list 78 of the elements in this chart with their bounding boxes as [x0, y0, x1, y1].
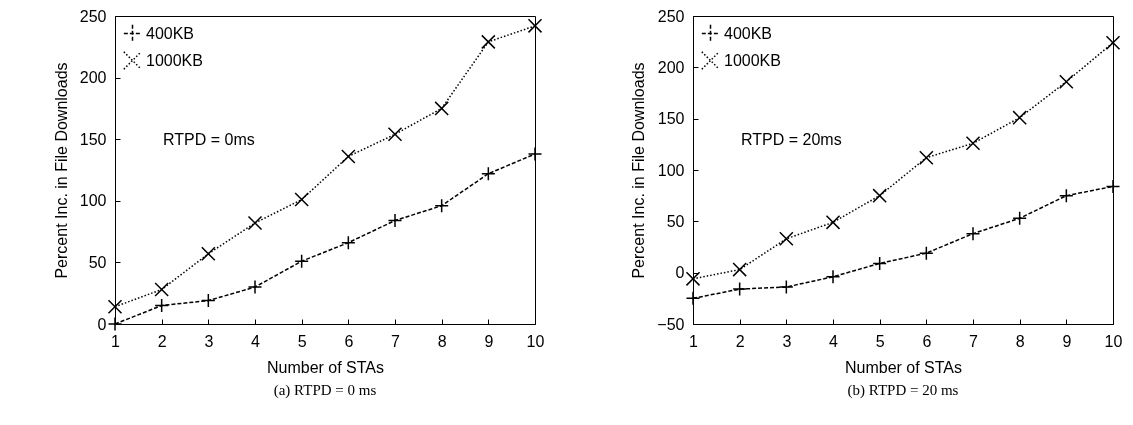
- point: [107, 299, 123, 315]
- x-tick-label: 3: [204, 332, 214, 350]
- annotation: RTPD = 20ms: [741, 131, 842, 148]
- x-tick-label: 7: [391, 332, 401, 350]
- x-tick-label: 9: [484, 332, 494, 350]
- point: [154, 298, 169, 313]
- y-tick-label: 100: [657, 161, 685, 179]
- point: [154, 282, 169, 297]
- y-tick-label: 200: [657, 58, 685, 76]
- legend-label: 400KB: [724, 24, 773, 42]
- point: [527, 18, 543, 34]
- point: [294, 253, 309, 269]
- x-tick-label: 4: [829, 332, 839, 350]
- x-tick-label: 10: [1104, 332, 1123, 350]
- point: [965, 136, 981, 151]
- point: [481, 166, 496, 181]
- x-tick-label: 4: [251, 332, 261, 350]
- x-tick-label: 6: [344, 332, 354, 350]
- point: [779, 231, 794, 247]
- x-axis-title: Number of STAs: [844, 358, 963, 376]
- point: [201, 246, 216, 262]
- point: [247, 215, 263, 231]
- point: [1105, 35, 1121, 50]
- point: [779, 279, 794, 295]
- x-tick-label: 10: [526, 332, 545, 350]
- y-tick-label: 0: [97, 315, 107, 333]
- text: (b) RTPD = 20 ms: [847, 382, 959, 399]
- point: [387, 127, 403, 142]
- point: [1012, 110, 1027, 125]
- x-tick-label: 7: [969, 332, 979, 350]
- point: [434, 101, 449, 116]
- y-tick-label: 150: [657, 110, 685, 128]
- x-tick-label: 8: [1015, 332, 1025, 350]
- x-tick-label: 9: [1062, 332, 1072, 350]
- legend-label: 400KB: [146, 24, 195, 42]
- point: [341, 149, 356, 164]
- point: [434, 198, 449, 213]
- y-tick-label: 250: [657, 7, 685, 25]
- point: [825, 215, 841, 230]
- text: (a) RTPD = 0 ms: [273, 382, 377, 399]
- x-tick-label: 2: [735, 332, 745, 350]
- point: [387, 213, 403, 228]
- point: [294, 192, 309, 207]
- y-tick-label: 250: [79, 7, 107, 25]
- y-tick-label: 150: [79, 130, 107, 148]
- point: [1059, 74, 1074, 89]
- y-tick-label: 100: [79, 192, 107, 210]
- x-tick-label: 1: [689, 332, 699, 350]
- point: [872, 188, 887, 203]
- x-tick-label: 6: [922, 332, 932, 350]
- legend-label: 1000KB: [146, 51, 203, 69]
- y-tick-label: 50: [666, 212, 685, 230]
- y-tick-label: 50: [88, 253, 107, 271]
- point: [201, 293, 216, 308]
- y-axis-title: Percent Inc. in File Downloads: [630, 62, 648, 279]
- y-tick-label: 200: [79, 69, 107, 87]
- point: [685, 271, 701, 287]
- point: [732, 262, 747, 277]
- x-tick-label: 8: [437, 332, 447, 350]
- point: [919, 245, 934, 261]
- x-tick-label: 5: [875, 332, 885, 350]
- point: [481, 34, 496, 50]
- legend-label: 1000KB: [724, 51, 781, 69]
- point: [341, 235, 356, 250]
- x-tick-label: 3: [782, 332, 792, 350]
- y-tick-label: −50: [657, 315, 685, 333]
- x-tick-label: 5: [297, 332, 307, 350]
- point: [1012, 210, 1027, 226]
- point: [872, 256, 887, 271]
- x-tick-label: 2: [157, 332, 167, 350]
- annotation: RTPD = 0ms: [163, 131, 255, 148]
- y-tick-label: 0: [675, 264, 685, 282]
- y-axis-title: Percent Inc. in File Downloads: [52, 62, 70, 279]
- point: [732, 281, 747, 297]
- point: [1059, 188, 1074, 203]
- point: [919, 150, 934, 165]
- x-tick-label: 1: [111, 332, 121, 350]
- x-axis-title: Number of STAs: [266, 358, 385, 376]
